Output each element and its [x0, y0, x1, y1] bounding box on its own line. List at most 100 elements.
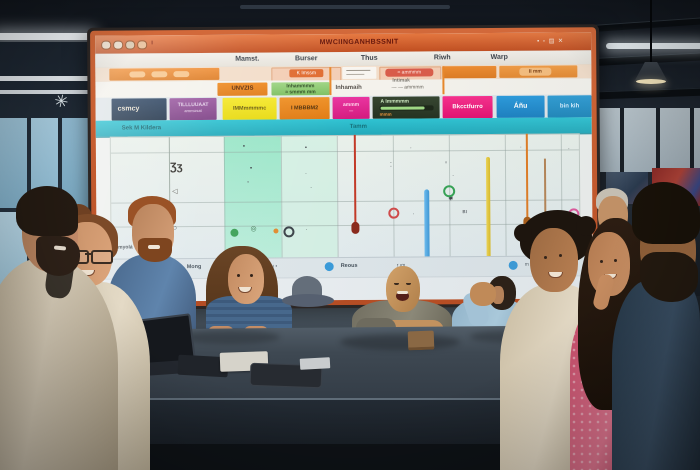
- avatar-chip-dot[interactable]: [324, 262, 334, 272]
- table-shadow: [180, 330, 280, 344]
- pendant-lamp-cord: [650, 0, 652, 64]
- toolbar-text-line: [346, 69, 371, 71]
- toolbar-pill[interactable]: [151, 71, 168, 78]
- eye: [406, 283, 411, 285]
- status-ring-dark-icon: [283, 226, 295, 238]
- person-man-navy-tee-right: [610, 180, 700, 470]
- titlebar-mark: ı: [151, 39, 154, 47]
- card-yellow[interactable]: IMMmmmmc: [222, 97, 277, 120]
- window-control-dot[interactable]: [101, 40, 112, 50]
- toolbar-red-pill[interactable]: ≈ ammmm: [385, 68, 434, 77]
- green-cell-line2: ≈ smmm mm: [285, 89, 316, 96]
- toolbar-text-cell: [342, 66, 377, 80]
- grid-marker-icon: ·: [412, 211, 415, 218]
- card-blue[interactable]: Áñu: [496, 95, 545, 118]
- window-mullion: [620, 108, 624, 172]
- toolbar-pill[interactable]: [173, 71, 190, 78]
- banner-center-text: Tamm: [349, 123, 367, 130]
- beard: [640, 252, 698, 302]
- grid-marker-icon: ·: [452, 173, 455, 180]
- eye: [614, 259, 617, 262]
- grid-glyph: Ʒʒ: [169, 161, 183, 174]
- subrow-label2: Intimak: [392, 77, 410, 84]
- table-edge-highlight: [60, 398, 644, 400]
- day-header: Riwh: [433, 54, 451, 62]
- glasses-bridge: [85, 253, 91, 255]
- subrow-dash-text: — — ammmm: [391, 84, 424, 91]
- glass-wall-rail: [0, 76, 92, 81]
- toolbar-pill[interactable]: [129, 71, 146, 78]
- glass-panel: [0, 118, 27, 208]
- curl: [514, 224, 532, 242]
- laughing-mouth: [396, 291, 409, 301]
- cord-crimson-knob[interactable]: [351, 221, 360, 234]
- grid-marker-icon: ▪: [242, 143, 246, 150]
- grid-marker-icon: ▫: [247, 179, 250, 186]
- card-orange[interactable]: I MBBBM2: [279, 97, 330, 120]
- card-label: Áñu: [513, 102, 528, 110]
- eye: [600, 260, 603, 263]
- grid-marker-icon: ·: [409, 145, 412, 152]
- head: [228, 254, 264, 304]
- eye: [237, 274, 240, 277]
- teeth: [397, 291, 408, 294]
- status-dot-green-icon: [230, 228, 239, 237]
- window-mullion: [690, 108, 694, 172]
- card-magenta[interactable]: ammm ―: [332, 96, 370, 120]
- grid-line-h: [110, 149, 579, 154]
- card-purple[interactable]: TILLLUUAAT ammusat: [169, 97, 217, 121]
- grid-marker-icon: ▪: [249, 165, 253, 172]
- titlebar-controls[interactable]: ▪ ▫ ▤ ✕: [537, 38, 565, 45]
- grid-marker-icon: ◎: [250, 225, 257, 233]
- pendant-lamp-glow: [636, 79, 666, 84]
- eye: [250, 274, 253, 277]
- card-label: csmcy: [117, 105, 140, 113]
- card-pink[interactable]: Bkcctfurro: [442, 95, 493, 119]
- status-dot-orange-icon: [273, 228, 279, 234]
- subrow-green-cell[interactable]: Inhammmm ≈ smmm mm: [271, 82, 330, 96]
- card-label: A Immmmm: [380, 98, 410, 105]
- card-sublabel: ammusat: [184, 107, 202, 114]
- card-csmcy[interactable]: csmcy: [111, 98, 167, 121]
- grid-mint-column-pale: [280, 136, 338, 259]
- toolbar-right-pill[interactable]: II mm: [519, 67, 552, 76]
- grid-line-v: [392, 135, 395, 258]
- card-darkgreen[interactable]: A Immmmm mmm: [372, 96, 440, 119]
- subrow-orange-cell[interactable]: UNVZIS: [217, 82, 268, 96]
- window-control-dot[interactable]: [125, 40, 136, 50]
- window-control-dot[interactable]: [137, 40, 148, 50]
- table-shadow: [340, 334, 460, 350]
- card-label: I MBBBM2: [290, 105, 319, 112]
- column-tick: [329, 67, 332, 96]
- hat-silhouette: [282, 272, 334, 312]
- toolbar-salmon-button[interactable]: K Imssm: [289, 69, 324, 78]
- card-blue2[interactable]: bin kih: [547, 95, 592, 118]
- beard: [138, 238, 172, 262]
- day-header: Burser: [294, 55, 318, 63]
- grid-marker-icon: ʙı: [462, 209, 468, 216]
- glass-wall-rail: [0, 90, 92, 94]
- torso: [612, 280, 700, 470]
- pendant-lamp: [634, 62, 668, 82]
- grid-marker-icon: ⁚: [389, 162, 392, 169]
- eye: [544, 256, 547, 259]
- day-header: Mamst.: [235, 55, 260, 63]
- day-header: Warp: [490, 53, 508, 61]
- grid-mint-column: [223, 136, 282, 259]
- grid-marker-icon: ·: [305, 227, 308, 234]
- window-right: [596, 108, 700, 172]
- hair: [632, 182, 700, 244]
- grid-line-v: [336, 136, 339, 259]
- slider-bar-yellow[interactable]: [485, 156, 491, 266]
- toolbar-orange-cell: [442, 65, 497, 79]
- column-tick: [442, 66, 445, 95]
- person-man-cream-jacket-left: [0, 186, 120, 470]
- banner-left-text: Sek M Kildera: [121, 125, 162, 132]
- grid-marker-icon: ·: [310, 185, 313, 192]
- toolbar-text-line: [346, 73, 365, 75]
- ceiling-light-center: [240, 5, 450, 9]
- window-control-dot[interactable]: [113, 40, 124, 50]
- hat-brim: [282, 294, 334, 307]
- subrow-label: Inhamaih: [335, 84, 362, 92]
